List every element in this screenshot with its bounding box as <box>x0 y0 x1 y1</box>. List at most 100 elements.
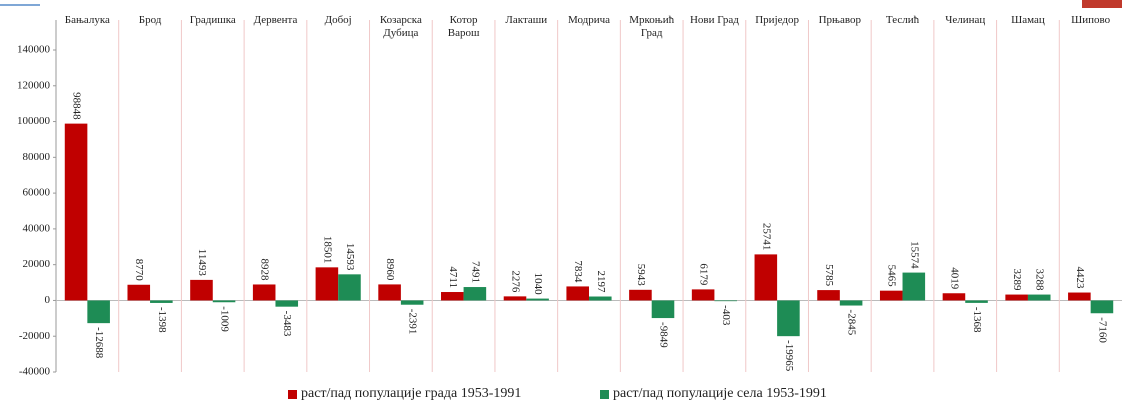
bar <box>315 267 339 301</box>
bar <box>817 290 840 301</box>
y-tick-label: -40000 <box>19 366 51 378</box>
data-label: 3289 <box>1011 269 1023 292</box>
x-tick-label: Нови Град <box>689 14 739 26</box>
data-label: 6179 <box>698 263 710 286</box>
bar <box>212 300 236 303</box>
y-tick-label: 100000 <box>17 115 51 127</box>
y-tick-label: -20000 <box>19 330 51 342</box>
x-tick-label: Прњавор <box>818 14 862 26</box>
bar <box>902 272 926 301</box>
y-tick-label: 140000 <box>17 44 51 56</box>
x-tick-label: Градишка <box>189 14 236 26</box>
data-label: 18501 <box>321 236 333 264</box>
data-label: 5943 <box>635 264 647 287</box>
y-tick-label: 0 <box>45 294 51 306</box>
bar <box>942 293 966 301</box>
x-tick-label: Бањалука <box>64 14 110 26</box>
bar <box>651 300 675 319</box>
x-tick-label: Челинац <box>945 14 986 26</box>
x-tick-label: Шамац <box>1011 14 1045 26</box>
corner-icon <box>1082 0 1122 8</box>
bar <box>879 290 903 301</box>
data-label: 4423 <box>1074 267 1086 290</box>
data-label: 8770 <box>133 259 145 282</box>
bar <box>714 300 737 302</box>
data-label: 25741 <box>760 223 772 251</box>
legend-label: раст/пад популације села 1953-1991 <box>613 386 827 401</box>
x-tick-label: Котор Варош <box>447 14 480 39</box>
legend-label: раст/пад популације града 1953-1991 <box>301 386 522 401</box>
data-label: -1398 <box>156 307 168 333</box>
y-tick-label: 60000 <box>23 187 51 199</box>
bar <box>1068 292 1091 301</box>
bar <box>1005 294 1028 301</box>
legend-swatch <box>600 389 609 399</box>
y-tick-label: 120000 <box>17 79 51 91</box>
legend-item: раст/пад популације града 1953-1991 <box>288 386 521 402</box>
data-label: 8928 <box>259 258 271 281</box>
x-tick-label: Лакташи <box>505 14 548 26</box>
data-label: 5785 <box>823 264 835 287</box>
data-label: 15574 <box>908 241 920 269</box>
bar <box>463 287 487 301</box>
x-tick-label: Дервента <box>253 14 298 26</box>
bar <box>190 279 213 301</box>
data-label: 11493 <box>196 249 208 277</box>
data-label: -7160 <box>1096 317 1108 343</box>
x-tick-label: Добој <box>324 14 352 26</box>
data-label: -9849 <box>657 322 669 348</box>
data-label: 1040 <box>532 273 544 296</box>
bar <box>839 300 863 306</box>
data-label: 2197 <box>595 271 607 294</box>
x-tick-label: Модрича <box>567 14 611 26</box>
bar <box>252 284 276 301</box>
data-label: -19965 <box>783 340 795 372</box>
bar <box>150 300 173 303</box>
bar <box>777 300 800 337</box>
x-tick-label: Мркоњић Град <box>629 14 675 39</box>
data-label: -1368 <box>971 307 983 333</box>
bar <box>400 300 424 305</box>
bar <box>441 292 464 301</box>
data-label: 4019 <box>948 267 960 290</box>
data-label: -1009 <box>219 306 231 332</box>
y-tick-label: 20000 <box>23 258 51 270</box>
bar <box>589 296 612 301</box>
x-tick-label: Теслић <box>885 14 920 26</box>
y-tick-label: 80000 <box>23 151 51 163</box>
data-label: 2276 <box>509 270 521 293</box>
data-label: -403 <box>720 305 732 326</box>
bar <box>338 274 361 301</box>
data-label: -12688 <box>93 327 105 359</box>
data-label: 98848 <box>71 92 83 120</box>
bar <box>1027 294 1051 301</box>
data-label: 7491 <box>469 261 481 283</box>
data-label: -2845 <box>846 310 858 336</box>
x-tick-label: Шипово <box>1071 14 1111 26</box>
bar <box>1090 300 1114 314</box>
bar <box>566 286 589 301</box>
data-label: 8960 <box>384 258 396 281</box>
y-tick-label: 40000 <box>23 222 51 234</box>
x-tick-label: Брод <box>138 14 162 26</box>
bar <box>754 254 778 301</box>
bar <box>503 296 527 301</box>
x-tick-label: Козарска Дубица <box>379 14 422 39</box>
bar <box>378 284 401 301</box>
data-label: 3288 <box>1034 269 1046 292</box>
data-label: 7834 <box>572 260 584 283</box>
data-label: 4711 <box>447 266 459 288</box>
data-label: -3483 <box>281 311 293 337</box>
data-label: 5465 <box>886 265 898 288</box>
bar <box>87 300 110 324</box>
x-tick-label: Приједор <box>755 14 799 26</box>
bar <box>127 284 151 301</box>
bar <box>275 300 299 307</box>
legend-swatch <box>288 389 297 399</box>
bar <box>64 123 88 301</box>
data-label: -2391 <box>407 309 419 335</box>
data-label: 14593 <box>344 243 356 271</box>
bar <box>526 298 549 301</box>
